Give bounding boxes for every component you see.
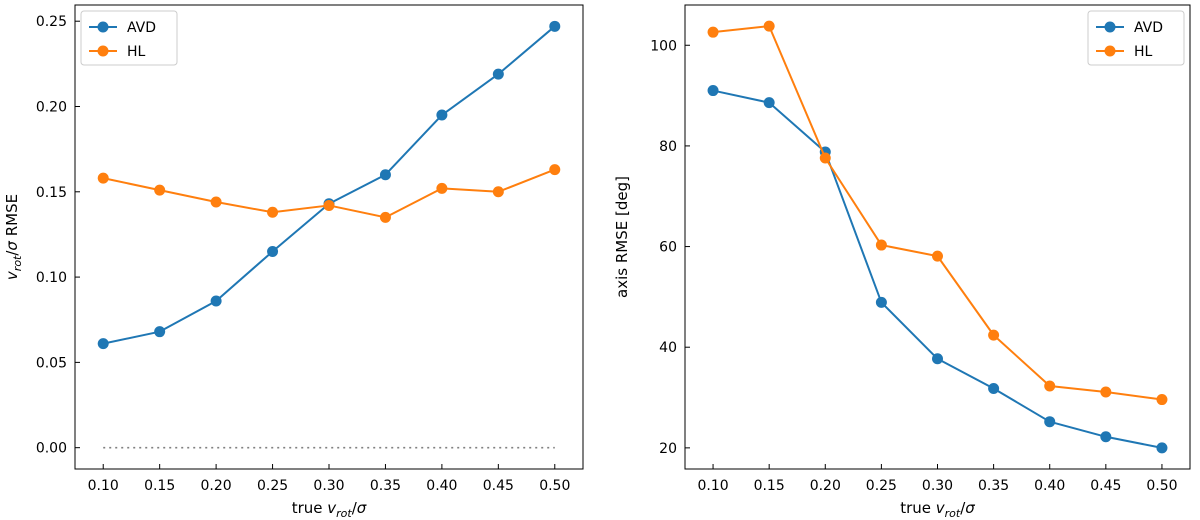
x-tick-label: 0.35 (978, 478, 1009, 494)
x-tick-label: 0.10 (88, 478, 119, 494)
x-axis-label: true vrot/σ (292, 499, 367, 520)
y-tick-label: 40 (659, 340, 677, 356)
legend-marker-avd (97, 21, 109, 33)
x-tick-label: 0.35 (370, 478, 401, 494)
x-tick-label: 0.25 (866, 478, 897, 494)
data-point-avd (875, 296, 887, 308)
legend-marker-avd (1104, 21, 1116, 33)
data-point-avd (97, 338, 109, 350)
series-line-avd (712, 89, 1163, 449)
plot-frame (74, 4, 584, 470)
legend-label-hl: HL (1134, 44, 1153, 60)
x-tick-label: 0.20 (201, 478, 232, 494)
y-tick-label: 0.00 (36, 441, 67, 457)
data-point-avd (1100, 431, 1112, 443)
series-hl (707, 20, 1168, 406)
legend-label-avd: AVD (1134, 20, 1163, 36)
x-tick-label: 0.25 (257, 478, 288, 494)
data-point-hl (323, 199, 335, 211)
y-tick-label: 0.15 (36, 185, 67, 201)
data-point-hl (1100, 386, 1112, 398)
x-tick-label: 0.50 (539, 478, 570, 494)
data-point-avd (1044, 416, 1056, 428)
y-axis-label: axis RMSE [deg] (613, 176, 631, 298)
data-point-hl (210, 196, 222, 208)
chart-panel-1: 0.10 0.15 0.20 0.25 0.30 0.35 0.40 0.45 0.50 0.00… (3, 4, 584, 520)
data-point-hl (707, 26, 719, 38)
x-tick-label: 0.40 (426, 478, 457, 494)
data-point-avd (988, 382, 1000, 394)
legend-label-avd: AVD (127, 20, 156, 36)
data-point-hl (1044, 380, 1056, 392)
series-line-hl (712, 25, 1163, 401)
plot-frame (684, 4, 1191, 470)
legend: AVD HL (80, 10, 178, 66)
legend-marker-hl (1104, 45, 1116, 57)
data-point-avd (1156, 442, 1168, 454)
x-tick-label: 0.40 (1034, 478, 1065, 494)
data-point-hl (549, 164, 561, 176)
data-point-avd (436, 109, 448, 121)
data-point-avd (707, 85, 719, 97)
data-point-avd (267, 246, 279, 257)
series-avd (97, 20, 561, 350)
x-tick-label: 0.45 (1090, 478, 1121, 494)
y-tick-label: 100 (650, 38, 677, 54)
data-point-hl (436, 182, 448, 194)
data-point-hl (988, 329, 1000, 341)
legend-marker-hl (97, 45, 109, 57)
data-point-hl (932, 250, 943, 262)
x-tick-label: 0.30 (922, 478, 953, 494)
x-tick-label: 0.20 (810, 478, 841, 494)
data-point-hl (379, 211, 391, 223)
data-point-avd (154, 326, 166, 338)
x-tick-label: 0.10 (697, 478, 728, 494)
data-point-hl (819, 152, 831, 164)
x-tick-label: 0.15 (144, 478, 175, 494)
data-point-hl (1156, 394, 1168, 406)
series-line-avd (103, 25, 556, 345)
y-axis-label: vrot/σ RMSE (3, 194, 24, 280)
x-tick-label: 0.30 (313, 478, 344, 494)
data-point-hl (97, 172, 109, 184)
data-point-avd (932, 353, 943, 365)
series-avd (707, 85, 1168, 454)
y-tick-label: 0.20 (36, 100, 67, 116)
y-tick-label: 20 (659, 441, 677, 457)
x-tick-label: 0.15 (754, 478, 785, 494)
series-hl (97, 164, 561, 223)
data-point-hl (267, 206, 279, 218)
data-point-hl (492, 186, 504, 198)
data-point-hl (875, 239, 887, 251)
legend: AVD HL (1087, 10, 1185, 66)
y-tick-label: 0.05 (36, 355, 67, 371)
data-point-hl (763, 20, 775, 32)
y-tick-label: 0.25 (36, 14, 67, 30)
data-point-avd (549, 20, 561, 32)
x-tick-label: 0.50 (1146, 478, 1177, 494)
y-tick-label: 80 (659, 139, 677, 155)
data-point-avd (763, 97, 775, 109)
data-point-avd (379, 169, 391, 181)
data-point-avd (492, 68, 504, 80)
legend-label-hl: HL (127, 44, 146, 60)
x-axis-label: true vrot/σ (900, 499, 975, 520)
data-point-hl (154, 184, 166, 196)
y-tick-label: 0.10 (36, 270, 67, 286)
x-tick-label: 0.45 (483, 478, 514, 494)
y-tick-label: 60 (659, 240, 677, 256)
chart-panel-2: 0.10 0.15 0.20 0.25 0.30 0.35 0.40 0.45 0.50 20 40… (613, 4, 1191, 520)
data-point-avd (210, 295, 222, 307)
